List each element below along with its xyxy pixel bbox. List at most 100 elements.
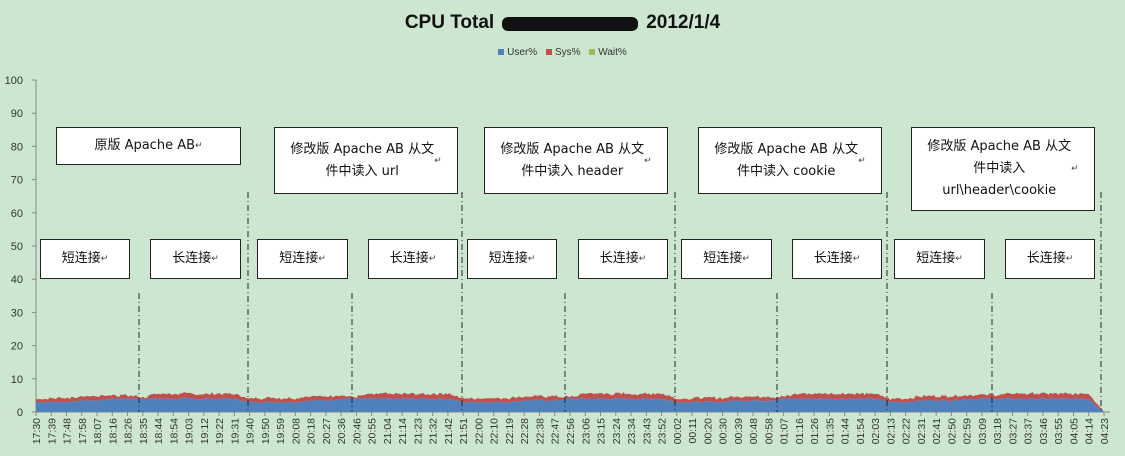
- x-tick-label: 20:27: [321, 418, 333, 444]
- return-mark: ↵: [852, 254, 861, 264]
- x-tick-label: 04:23: [1099, 418, 1111, 444]
- x-tick-label: 17:30: [31, 418, 43, 444]
- x-tick-label: 22:10: [489, 418, 501, 444]
- x-tick-label: 02:13: [885, 418, 897, 444]
- x-tick-label: 01:35: [824, 418, 836, 444]
- conn-short-1-text: 短连接: [61, 251, 101, 266]
- return-mark: ↵: [638, 254, 647, 264]
- legend-item-user: User%: [498, 47, 537, 58]
- x-tick-label: 03:09: [977, 418, 989, 444]
- legend-swatch-sys: [545, 49, 552, 56]
- x-tick-label: 01:44: [840, 418, 852, 444]
- return-mark: ↵: [858, 155, 866, 166]
- x-tick-label: 02:59: [962, 418, 974, 444]
- conn-short-5: 短连接 ↵: [894, 239, 985, 279]
- x-tick-label: 21:42: [443, 418, 455, 444]
- return-mark: ↵: [644, 155, 652, 166]
- series-area-user: [36, 397, 1104, 412]
- phase-label-4-text: 修改版 Apache AB 从文 件中读入 cookie: [714, 141, 859, 179]
- x-tick-label: 20:18: [306, 418, 318, 444]
- conn-long-5: 长连接 ↵: [1005, 239, 1095, 279]
- phase-label-2: 修改版 Apache AB 从文 件中读入 url ↵: [274, 127, 458, 194]
- conn-long-4-text: 长连接: [813, 251, 853, 266]
- x-tick-label: 01:16: [794, 418, 806, 444]
- x-tick-label: 19:59: [275, 418, 287, 444]
- x-tick-label: 19:22: [214, 418, 226, 444]
- x-tick-label: 02:50: [946, 418, 958, 444]
- x-tick-label: 00:30: [718, 418, 730, 444]
- legend: User% Sys% Wait%: [0, 47, 1125, 58]
- return-mark: ↵: [211, 254, 219, 264]
- y-tick-label: 0: [17, 407, 23, 419]
- x-tick-label: 00:58: [763, 418, 775, 444]
- conn-short-5-text: 短连接: [916, 251, 956, 266]
- conn-long-2-text: 长连接: [389, 251, 429, 266]
- x-tick-label: 18:16: [107, 418, 119, 444]
- legend-swatch-wait: [589, 49, 596, 56]
- return-mark: ↵: [1071, 164, 1079, 174]
- conn-long-3-text: 长连接: [599, 251, 639, 266]
- x-tick-label: 18:54: [168, 418, 180, 444]
- phase-label-4: 修改版 Apache AB 从文 件中读入 cookie ↵: [698, 127, 882, 194]
- return-mark: ↵: [318, 254, 326, 264]
- x-tick-label: 22:56: [565, 418, 577, 444]
- conn-long-3: 长连接 ↵: [578, 239, 668, 279]
- x-tick-label: 23:24: [611, 418, 623, 444]
- x-tick-label: 20:46: [351, 418, 363, 444]
- y-tick-label: 80: [11, 141, 23, 153]
- x-tick-label: 19:12: [199, 418, 211, 444]
- x-tick-label: 23:52: [657, 418, 669, 444]
- return-mark: ↵: [434, 155, 442, 166]
- x-tick-label: 23:15: [596, 418, 608, 444]
- x-tick-label: 21:23: [412, 418, 424, 444]
- legend-item-wait: Wait%: [589, 47, 627, 58]
- x-tick-label: 19:40: [245, 418, 257, 444]
- conn-short-2: 短连接 ↵: [257, 239, 348, 279]
- phase-label-2-text: 修改版 Apache AB 从文 件中读入 url: [290, 141, 435, 179]
- x-tick-label: 21:14: [397, 418, 409, 444]
- x-tick-label: 00:02: [672, 418, 684, 444]
- title-prefix: CPU Total: [404, 12, 495, 33]
- x-tick-label: 22:28: [519, 418, 531, 444]
- x-tick-label: 19:50: [260, 418, 272, 444]
- chart-title: CPU Total 2012/1/4: [0, 12, 1125, 34]
- legend-swatch-user: [498, 49, 505, 56]
- x-tick-label: 22:47: [550, 418, 562, 444]
- x-tick-label: 03:27: [1007, 418, 1019, 444]
- x-tick-label: 21:04: [382, 418, 394, 444]
- phase-label-5: 修改版 Apache AB 从文 件中读入 url\header\cookie ↵: [911, 127, 1095, 211]
- x-tick-label: 17:58: [77, 418, 89, 444]
- x-tick-label: 03:55: [1053, 418, 1065, 444]
- series-area-sys: [36, 392, 1104, 412]
- x-tick-label: 20:55: [367, 418, 379, 444]
- x-tick-label: 17:48: [62, 418, 74, 444]
- x-tick-label: 00:39: [733, 418, 745, 444]
- conn-short-2-text: 短连接: [279, 251, 319, 266]
- x-tick-label: 02:41: [931, 418, 943, 444]
- conn-short-4-text: 短连接: [703, 251, 743, 266]
- y-tick-label: 40: [11, 274, 23, 286]
- phase-label-1: 原版 Apache AB ↵: [56, 127, 241, 165]
- x-tick-label: 18:35: [138, 418, 150, 444]
- x-tick-label: 19:31: [229, 418, 241, 444]
- return-mark: ↵: [955, 254, 963, 264]
- y-tick-label: 70: [11, 175, 23, 187]
- x-tick-label: 00:20: [702, 418, 714, 444]
- legend-label-user: User%: [507, 47, 538, 58]
- y-tick-label: 20: [11, 341, 23, 353]
- title-date: 2012/1/4: [646, 12, 721, 33]
- x-tick-label: 22:00: [473, 418, 485, 444]
- y-tick-label: 100: [5, 75, 23, 87]
- x-tick-label: 02:22: [901, 418, 913, 444]
- x-tick-label: 18:07: [92, 418, 104, 444]
- y-tick-label: 60: [11, 208, 23, 220]
- x-tick-label: 04:05: [1068, 418, 1080, 444]
- legend-item-sys: Sys%: [545, 47, 581, 58]
- x-tick-label: 04:14: [1084, 418, 1096, 444]
- x-tick-label: 01:54: [855, 418, 867, 444]
- x-tick-label: 22:38: [534, 418, 546, 444]
- conn-short-4: 短连接 ↵: [681, 239, 772, 279]
- legend-label-sys: Sys%: [554, 47, 581, 58]
- x-tick-label: 20:08: [290, 418, 302, 444]
- phase-label-3: 修改版 Apache AB 从文 件中读入 header ↵: [484, 127, 668, 194]
